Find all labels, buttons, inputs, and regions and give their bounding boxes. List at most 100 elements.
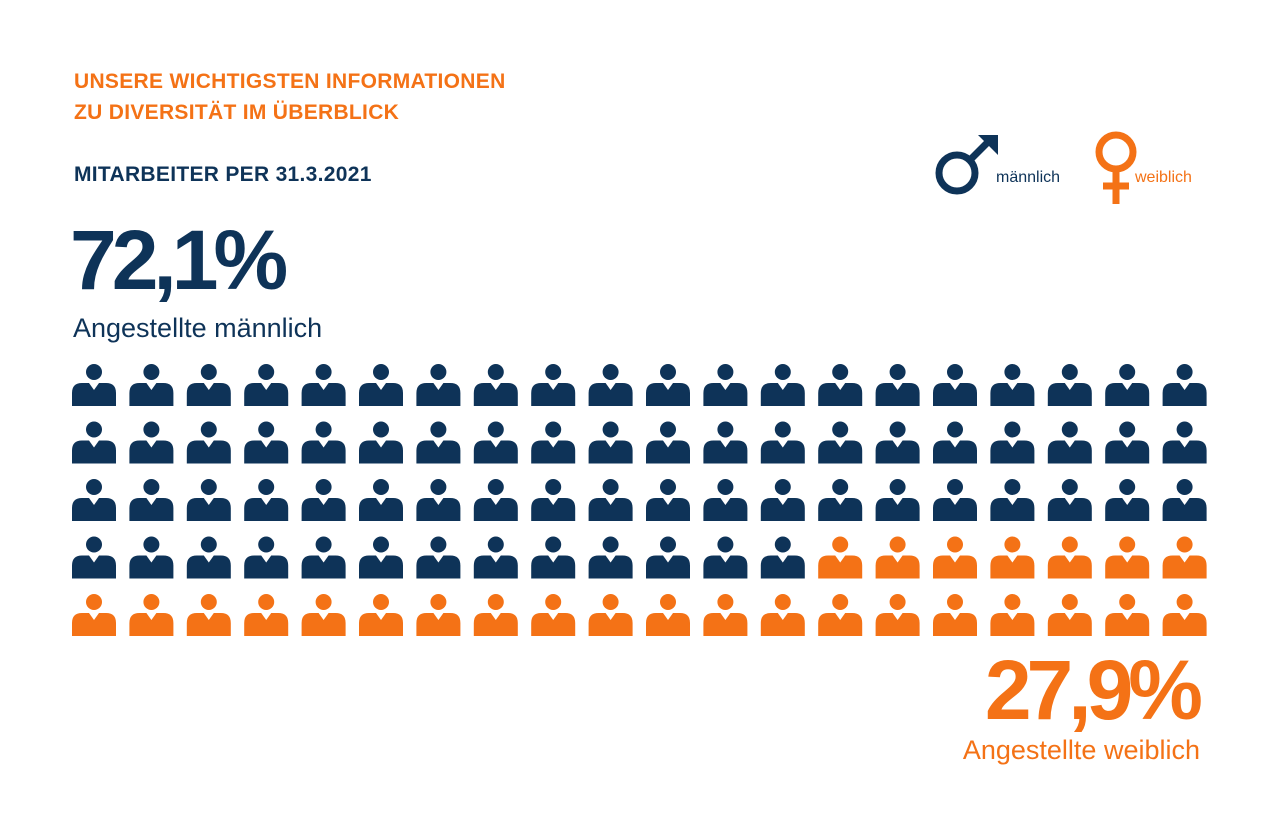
person-head (1004, 536, 1021, 553)
person-collar (605, 498, 616, 505)
person-icon (301, 479, 346, 521)
person-collar (89, 498, 99, 505)
person-icon (244, 536, 289, 579)
person-head (545, 536, 562, 553)
person-collar (89, 440, 99, 448)
person-icon (933, 364, 977, 406)
female-symbol-icon (1095, 131, 1137, 204)
person-body (301, 440, 346, 464)
person-icon (473, 364, 518, 406)
person-icon (1047, 536, 1092, 579)
person-head (315, 594, 332, 610)
person-head (602, 594, 619, 610)
person-icon (1162, 479, 1207, 521)
person-collar (777, 613, 788, 620)
person-body (244, 613, 289, 636)
person-collar (720, 498, 731, 505)
male-symbol-icon (935, 135, 998, 195)
person-head (889, 479, 906, 495)
person-body (1047, 498, 1092, 521)
person-icon (473, 594, 518, 636)
person-body (1047, 555, 1092, 579)
person-body (1047, 440, 1092, 464)
person-icon (186, 364, 231, 406)
person-icon (129, 364, 174, 406)
person-body (646, 498, 690, 521)
person-head (487, 594, 504, 610)
person-collar (950, 555, 960, 563)
person-head (947, 364, 963, 380)
person-icon (72, 594, 116, 636)
person-body (531, 613, 576, 636)
person-head (430, 364, 447, 380)
person-collar (663, 613, 673, 620)
person-head (947, 479, 963, 495)
person-body (990, 613, 1035, 636)
person-collar (835, 440, 846, 448)
person-body (359, 555, 403, 579)
person-body (244, 498, 289, 521)
person-icon (990, 421, 1035, 464)
person-head (1176, 364, 1193, 380)
person-head (1119, 536, 1136, 553)
person-icon (588, 421, 633, 464)
person-collar (892, 555, 903, 563)
person-collar (950, 440, 960, 448)
person-icon (1105, 364, 1150, 406)
person-body (1162, 498, 1207, 521)
person-body (646, 613, 690, 636)
person-collar (1179, 440, 1190, 448)
person-icon (933, 536, 977, 579)
person-icon (933, 594, 977, 636)
person-collar (376, 440, 386, 448)
person-icon (72, 479, 116, 521)
person-icon (588, 536, 633, 579)
person-body (1162, 613, 1207, 636)
person-head (545, 421, 562, 438)
person-icon (818, 536, 863, 579)
person-body (933, 613, 977, 636)
person-icon (703, 364, 748, 406)
person-head (1119, 421, 1136, 438)
person-body (588, 383, 633, 406)
person-icon (990, 364, 1035, 406)
person-collar (89, 613, 99, 620)
person-head (889, 536, 906, 553)
person-head (1004, 364, 1021, 380)
person-icon (1162, 536, 1207, 579)
person-icon (588, 594, 633, 636)
person-head (373, 421, 389, 438)
person-head (86, 536, 102, 553)
person-icon (129, 421, 174, 464)
person-head (200, 364, 217, 380)
person-collar (835, 383, 846, 390)
person-icon (473, 479, 518, 521)
person-head (258, 364, 275, 380)
person-head (660, 421, 676, 438)
person-head (200, 536, 217, 553)
person-collar (376, 498, 386, 505)
person-icon (703, 421, 748, 464)
person-collar (950, 498, 960, 505)
person-collar (261, 613, 272, 620)
person-icon (1105, 594, 1150, 636)
person-collar (261, 440, 272, 448)
person-collar (376, 613, 386, 620)
person-collar (490, 383, 501, 390)
person-head (1176, 421, 1193, 438)
person-icon (1162, 594, 1207, 636)
person-body (72, 613, 116, 636)
person-body (359, 498, 403, 521)
person-head (832, 479, 849, 495)
person-body (703, 613, 748, 636)
person-body (1162, 383, 1207, 406)
person-body (760, 383, 805, 406)
person-head (430, 536, 447, 553)
heading-line-2: ZU DIVERSITÄT IM ÜBERBLICK (74, 101, 400, 124)
person-body (186, 440, 231, 464)
person-collar (720, 613, 731, 620)
person-head (947, 594, 963, 610)
person-body (933, 555, 977, 579)
male-percent-label: Angestellte männlich (73, 313, 323, 343)
person-icon (703, 536, 748, 579)
